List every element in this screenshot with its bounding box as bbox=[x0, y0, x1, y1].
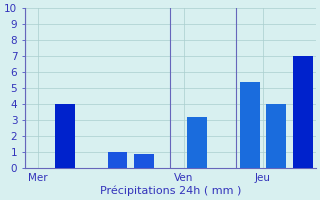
Bar bbox=[266, 104, 286, 168]
Bar bbox=[293, 56, 313, 168]
Bar bbox=[134, 154, 154, 168]
Bar bbox=[108, 152, 127, 168]
Bar bbox=[187, 117, 207, 168]
Bar bbox=[240, 82, 260, 168]
X-axis label: Précipitations 24h ( mm ): Précipitations 24h ( mm ) bbox=[100, 185, 241, 196]
Bar bbox=[55, 104, 75, 168]
